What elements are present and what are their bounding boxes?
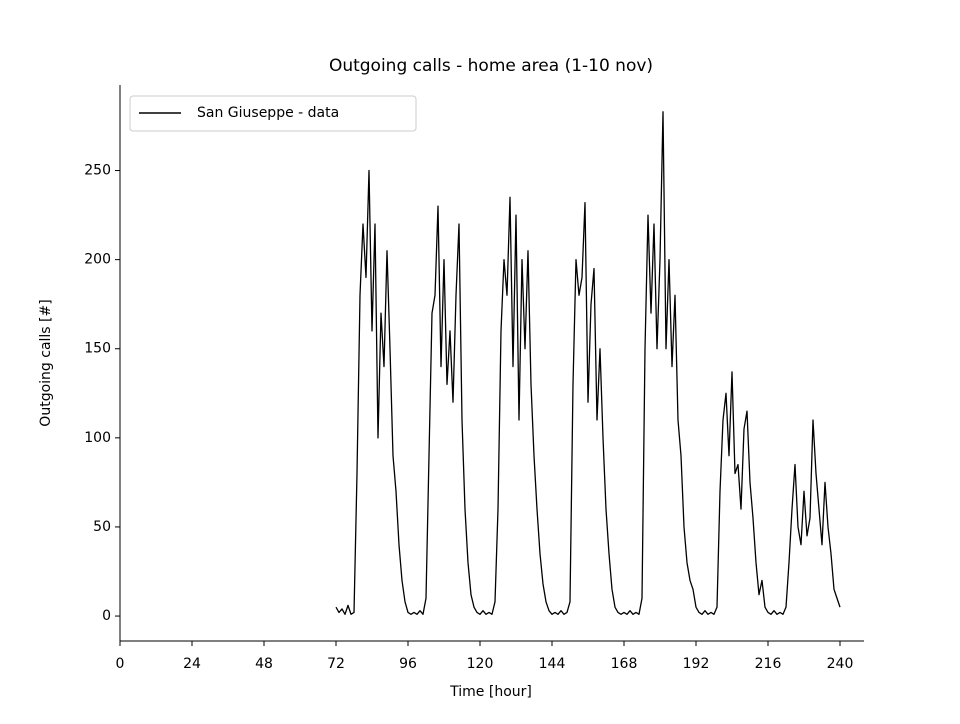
x-tick-label: 192	[683, 656, 710, 672]
y-tick-label: 100	[84, 430, 111, 446]
y-tick-label: 0	[102, 608, 111, 624]
y-tick-label: 50	[93, 519, 111, 535]
chart-title: Outgoing calls - home area (1-10 nov)	[329, 56, 653, 76]
x-tick-label: 48	[255, 656, 273, 672]
x-tick-label: 168	[611, 656, 638, 672]
x-tick-label: 24	[183, 656, 201, 672]
legend-label: San Giuseppe - data	[197, 105, 339, 121]
data-line	[335, 111, 841, 615]
x-tick-label: 120	[467, 656, 494, 672]
y-tick-label: 200	[84, 252, 111, 268]
x-tick-label: 240	[827, 656, 854, 672]
x-tick-label: 216	[755, 656, 782, 672]
x-tick-label: 0	[116, 656, 125, 672]
x-axis-label: Time [hour]	[449, 684, 532, 700]
y-axis-label: Outgoing calls [#]	[38, 299, 54, 426]
y-tick-label: 250	[84, 163, 111, 179]
y-tick-label: 150	[84, 341, 111, 357]
x-tick-label: 144	[539, 656, 566, 672]
x-tick-label: 72	[327, 656, 345, 672]
legend-box	[129, 95, 417, 132]
x-tick-label: 96	[399, 656, 417, 672]
